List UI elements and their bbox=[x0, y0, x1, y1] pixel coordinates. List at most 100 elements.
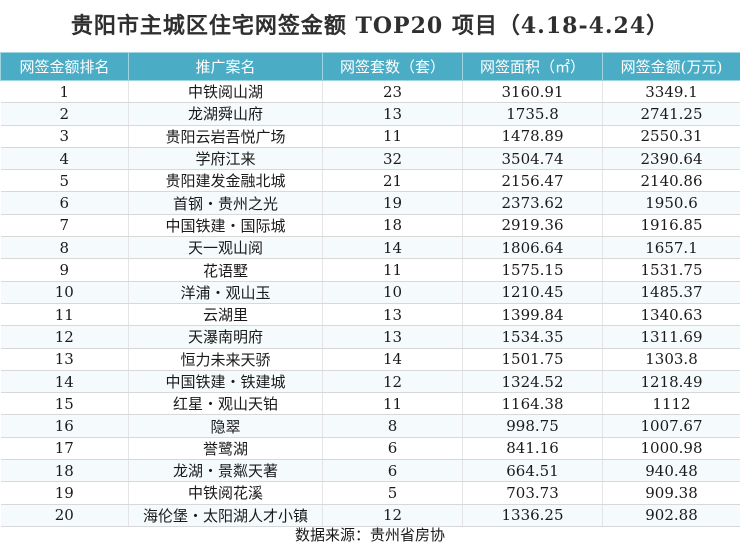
project-name-cell: 花语墅 bbox=[128, 258, 323, 282]
units-cell: 13 bbox=[322, 102, 463, 126]
amount-cell: 1007.67 bbox=[602, 414, 740, 438]
area-cell: 3160.91 bbox=[462, 80, 603, 104]
rank-cell: 19 bbox=[0, 481, 129, 505]
amount-cell: 1916.85 bbox=[602, 214, 740, 238]
table-row: 15 红星・观山天铂 11 1164.38 1112 bbox=[0, 392, 740, 416]
area-cell: 1324.52 bbox=[462, 370, 603, 394]
rank-cell: 3 bbox=[0, 125, 129, 148]
area-cell: 1735.8 bbox=[462, 102, 603, 126]
units-cell: 14 bbox=[322, 236, 463, 260]
units-cell: 23 bbox=[322, 80, 463, 104]
area-cell: 1336.25 bbox=[462, 504, 603, 527]
rank-cell: 1 bbox=[0, 80, 129, 104]
project-name-cell: 龙湖・景粼天著 bbox=[128, 459, 323, 483]
project-name-cell: 中国铁建・铁建城 bbox=[128, 370, 323, 394]
area-cell: 664.51 bbox=[462, 459, 603, 483]
area-cell: 1164.38 bbox=[462, 392, 603, 416]
rank-cell: 9 bbox=[0, 258, 129, 282]
table-row: 20 海伦堡・太阳湖人才小镇 12 1336.25 902.88 bbox=[0, 504, 740, 527]
project-name-cell: 中铁阅花溪 bbox=[128, 481, 323, 505]
amount-cell: 1485.37 bbox=[602, 281, 740, 304]
rank-cell: 4 bbox=[0, 147, 129, 171]
rank-cell: 8 bbox=[0, 236, 129, 260]
rank-cell: 6 bbox=[0, 191, 129, 215]
table-row: 2 龙湖舜山府 13 1735.8 2741.25 bbox=[0, 102, 740, 126]
table-row: 5 贵阳建发金融北城 21 2156.47 2140.86 bbox=[0, 169, 740, 193]
amount-cell: 1218.49 bbox=[602, 370, 740, 394]
amount-cell: 1311.69 bbox=[602, 325, 740, 349]
rank-cell: 11 bbox=[0, 303, 129, 327]
project-name-cell: 海伦堡・太阳湖人才小镇 bbox=[128, 504, 323, 527]
area-cell: 841.16 bbox=[462, 437, 603, 461]
units-cell: 11 bbox=[322, 125, 463, 148]
table-row: 10 洋浦・观山玉 10 1210.45 1485.37 bbox=[0, 281, 740, 304]
area-cell: 3504.74 bbox=[462, 147, 603, 171]
column-header-area: 网签面积（㎡） bbox=[462, 52, 603, 81]
amount-cell: 2550.31 bbox=[602, 125, 740, 148]
project-name-cell: 中国铁建・国际城 bbox=[128, 214, 323, 238]
rank-cell: 20 bbox=[0, 504, 129, 527]
data-source-note: 数据来源：贵州省房协 bbox=[294, 526, 445, 544]
table-row: 9 花语墅 11 1575.15 1531.75 bbox=[0, 258, 740, 282]
amount-cell: 1950.6 bbox=[602, 191, 740, 215]
amount-cell: 1531.75 bbox=[602, 258, 740, 282]
project-name-cell: 首钢・贵州之光 bbox=[128, 191, 323, 215]
units-cell: 6 bbox=[322, 437, 463, 461]
column-header-units: 网签套数（套） bbox=[322, 52, 463, 81]
rank-cell: 12 bbox=[0, 325, 129, 349]
area-cell: 703.73 bbox=[462, 481, 603, 505]
units-cell: 12 bbox=[322, 504, 463, 527]
units-cell: 19 bbox=[322, 191, 463, 215]
amount-cell: 1340.63 bbox=[602, 303, 740, 327]
project-name-cell: 龙湖舜山府 bbox=[128, 102, 323, 126]
project-name-cell: 云湖里 bbox=[128, 303, 323, 327]
project-name-cell: 洋浦・观山玉 bbox=[128, 281, 323, 304]
amount-cell: 2140.86 bbox=[602, 169, 740, 193]
area-cell: 998.75 bbox=[462, 414, 603, 438]
units-cell: 6 bbox=[322, 459, 463, 483]
table-row: 17 誉鹭湖 6 841.16 1000.98 bbox=[0, 437, 740, 461]
page-title: 贵阳市主城区住宅网签金额 TOP20 项目（4.18-4.24） bbox=[70, 13, 670, 39]
project-name-cell: 学府江来 bbox=[128, 147, 323, 171]
rank-cell: 2 bbox=[0, 102, 129, 126]
amount-cell: 2390.64 bbox=[602, 147, 740, 171]
amount-cell: 3349.1 bbox=[602, 80, 740, 104]
units-cell: 11 bbox=[322, 258, 463, 282]
amount-cell: 1657.1 bbox=[602, 236, 740, 260]
rank-cell: 15 bbox=[0, 392, 129, 416]
column-header-project: 推广案名 bbox=[128, 52, 323, 81]
rank-cell: 14 bbox=[0, 370, 129, 394]
units-cell: 12 bbox=[322, 370, 463, 394]
project-name-cell: 恒力未来天骄 bbox=[128, 348, 323, 371]
area-cell: 1575.15 bbox=[462, 258, 603, 282]
rank-cell: 7 bbox=[0, 214, 129, 238]
area-cell: 2373.62 bbox=[462, 191, 603, 215]
area-cell: 1534.35 bbox=[462, 325, 603, 349]
table-row: 19 中铁阅花溪 5 703.73 909.38 bbox=[0, 481, 740, 505]
table-row: 16 隐翠 8 998.75 1007.67 bbox=[0, 414, 740, 438]
table-row: 11 云湖里 13 1399.84 1340.63 bbox=[0, 303, 740, 327]
area-cell: 1210.45 bbox=[462, 281, 603, 304]
units-cell: 21 bbox=[322, 169, 463, 193]
area-cell: 2156.47 bbox=[462, 169, 603, 193]
table-row: 7 中国铁建・国际城 18 2919.36 1916.85 bbox=[0, 214, 740, 238]
units-cell: 11 bbox=[322, 392, 463, 416]
amount-cell: 1000.98 bbox=[602, 437, 740, 461]
table-body: 1 中铁阅山湖 23 3160.91 3349.1 2 龙湖舜山府 13 1735.8 2741.… bbox=[0, 80, 740, 527]
table-row: 12 天瀑南明府 13 1534.35 1311.69 bbox=[0, 325, 740, 349]
table-header: 网签金额排名 推广案名 网签套数（套） 网签面积（㎡） 网签金额(万元) bbox=[0, 52, 740, 81]
units-cell: 32 bbox=[322, 147, 463, 171]
column-header-rank: 网签金额排名 bbox=[0, 52, 129, 81]
table-row: 1 中铁阅山湖 23 3160.91 3349.1 bbox=[0, 80, 740, 104]
area-cell: 1478.89 bbox=[462, 125, 603, 148]
area-cell: 1501.75 bbox=[462, 348, 603, 371]
table-row: 4 学府江来 32 3504.74 2390.64 bbox=[0, 147, 740, 171]
amount-cell: 2741.25 bbox=[602, 102, 740, 126]
table-row: 3 贵阳云岩吾悦广场 11 1478.89 2550.31 bbox=[0, 125, 740, 148]
project-name-cell: 贵阳云岩吾悦广场 bbox=[128, 125, 323, 148]
area-cell: 1806.64 bbox=[462, 236, 603, 260]
units-cell: 10 bbox=[322, 281, 463, 304]
table-row: 6 首钢・贵州之光 19 2373.62 1950.6 bbox=[0, 191, 740, 215]
amount-cell: 902.88 bbox=[602, 504, 740, 527]
units-cell: 8 bbox=[322, 414, 463, 438]
